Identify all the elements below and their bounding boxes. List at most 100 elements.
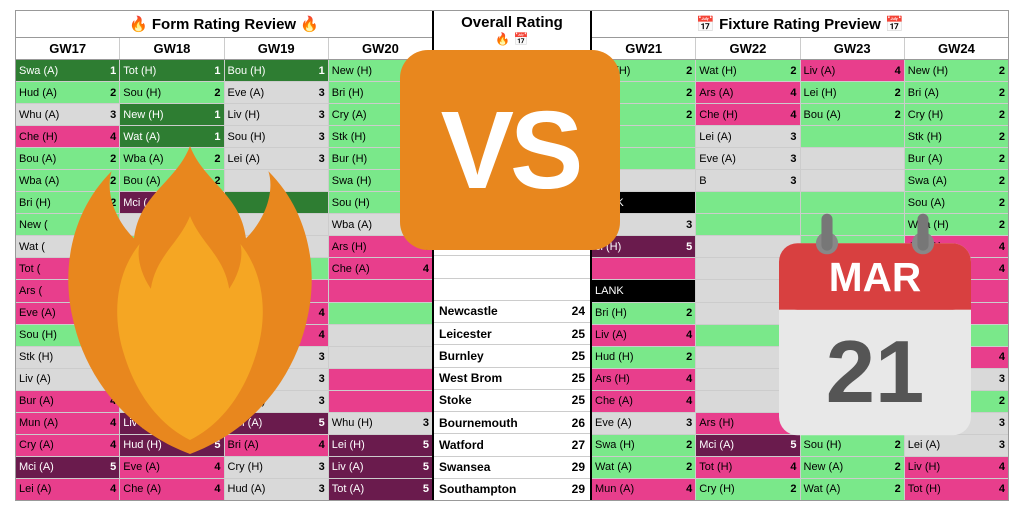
fixture-label: a (A) [595,109,684,121]
rating-value: 5 [317,417,325,429]
rating-value: 4 [108,307,116,319]
fixture-label: Eve (H) [228,373,317,385]
rating-value: 3 [788,175,796,187]
rating-cell: Wat (A)4 [225,325,329,346]
rating-value: 1 [212,131,220,143]
rating-cell: Bri (H)2 [592,303,696,324]
fixture-label: W [123,395,212,407]
rating-value: 2 [212,87,220,99]
rating-value: 1 [212,65,220,77]
table-row: Che (A)4Hud (A)2 [592,391,1008,413]
overall-row: Newcastle24 [434,301,590,323]
rating-value: 2 [684,307,692,319]
table-row: Lei (A)4Che (A)4Hud (A)3Tot (A)5 [16,479,432,500]
table-row: Eve (A)4Mci (H)4 [16,303,432,325]
fixture-label: Sou (H) [123,87,212,99]
fixture-label: Stk (H) [332,131,421,143]
rating-value: 2 [997,65,1005,77]
fixture-label: Mun (A) [595,483,684,495]
rating-cell: Tot (H)4 [905,479,1008,500]
fixture-label: Che (A) [595,395,684,407]
overall-team: Southampton [439,482,572,496]
rating-cell: Eve (A)4 [16,303,120,324]
table-row: Ars (H)4Eve (A)3 [592,369,1008,391]
rating-value: 5 [108,461,116,473]
overall-team: Bournemouth [439,416,572,430]
table-row: Tot (4Che (A)4 [16,258,432,280]
rating-value: 4 [108,285,116,297]
rating-value: 3 [317,461,325,473]
rating-cell: Ars (A)4 [696,82,800,103]
fixture-label: Lei (A) [699,131,788,143]
rating-cell: Stk (H)2 [329,126,432,147]
rating-cell [801,170,905,191]
rating-cell: LANK [592,280,696,301]
fixture-label: Swa (A) [908,175,997,187]
rating-cell [905,325,1008,346]
table-row: Che (H)4Wat (A)1Sou (H)3Stk (H)2 [16,126,432,148]
fixture-label: Bou (A) [804,109,893,121]
rating-cell: Bur (H)2 [329,148,432,169]
rating-cell [329,325,432,346]
rating-cell: Mun (A)3 [225,347,329,368]
rating-cell: Che (H)4 [16,126,120,147]
rating-cell [592,148,696,169]
rating-cell: Mci (A)5 [696,435,800,456]
table-row: Stk (H)3Mun (A)3 [16,347,432,369]
table-row: LANK [592,280,1008,302]
rating-value: 2 [421,87,429,99]
fixture-label: New (H) [123,109,212,121]
fixture-label: Ars ( [19,285,108,297]
rating-cell: Eve (H)3 [225,369,329,390]
rating-value: 3 [317,373,325,385]
overall-row [434,212,590,234]
fixture-label: Swa (A) [19,65,108,77]
rating-cell [801,280,905,301]
fixture-label: Bou (H) [228,65,317,77]
table-row: Mun (A)4Cry (H)2Wat (A)2Tot (H)4 [592,479,1008,500]
rating-cell: Bur (A)4 [16,391,120,412]
fixture-label: Cry (H) [908,109,997,121]
fixture-label: Whu (A) [19,109,108,121]
rating-cell [801,325,905,346]
fixture-label: Hud (H) [123,439,212,451]
overall-row: Bournemouth26 [434,412,590,434]
rating-cell: Wba (A)2 [16,170,120,191]
rating-cell: Lei (H)2 [801,82,905,103]
fixture-label: Cry (H) [699,483,788,495]
rating-cell: Liv (A)3 [16,369,120,390]
rating-cell: ci (H)5 [592,236,696,257]
overall-team: Burnley [439,349,572,363]
table-row: B3Swa (A)2 [592,170,1008,192]
rating-cell [696,280,800,301]
rating-cell: Whu (A)3 [905,413,1008,434]
table-row: Lei (A)3Stk (H)2 [592,126,1008,148]
table-row: Cry (H)2Wat (H)2Liv (A)4New (H)2 [592,60,1008,82]
rating-value: 3 [212,395,220,407]
fixture-label: New (H) [908,65,997,77]
form-title: 🔥 Form Rating Review 🔥 [16,11,432,38]
rating-cell: W3 [120,391,224,412]
overall-team: Newcastle [439,304,572,318]
fixture-label: Hud (H) [595,351,684,363]
table-row: New (2Wba (A)3 [16,214,432,236]
fixture-label: Ars (H) [804,417,893,429]
table-row: Cry (A)4Hud (H)5Bri (A)4Lei (H)5 [16,435,432,457]
rating-cell: Sou (A)2 [905,192,1008,213]
fixture-label: Lei (A) [19,483,108,495]
rating-cell: Cry (H)3 [225,457,329,478]
rating-value: 2 [108,87,116,99]
rating-cell: Wba (A)2 [120,148,224,169]
rating-value: 1 [317,65,325,77]
overall-score: 25 [572,349,585,363]
fixture-label: Ars (H) [332,241,421,253]
rating-value: 3 [108,109,116,121]
rating-cell: Cry (H)2 [592,60,696,81]
rating-cell: Wat (A)2 [801,479,905,500]
fixture-label: Sou (H) [332,197,421,209]
rating-value: 4 [997,351,1005,363]
rating-value: 3 [997,373,1005,385]
form-section: 🔥 Form Rating Review 🔥 GW17 GW18 GW19 GW… [16,11,434,500]
table-row: Ars (4 [16,280,432,302]
fixture-headers: GW21 GW22 GW23 GW24 [592,38,1008,60]
